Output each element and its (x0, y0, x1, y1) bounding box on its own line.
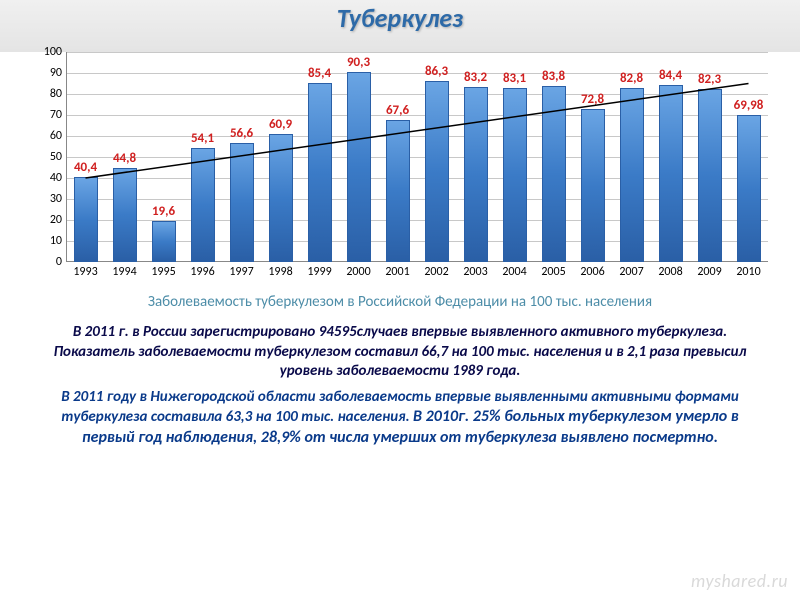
x-tick: 2000 (341, 265, 377, 279)
bar-col: 69,98 (737, 52, 761, 262)
bar (542, 86, 566, 262)
x-tick: 1997 (224, 265, 260, 279)
bars-layer: 40,444,819,654,156,660,985,490,367,686,3… (66, 52, 768, 262)
paragraph-2: В 2011 году в Нижегородской области забо… (34, 388, 766, 449)
chart-subtitle: Заболеваемость туберкулезом в Российской… (32, 293, 768, 311)
bar (113, 168, 137, 262)
y-tick: 60 (34, 129, 62, 143)
bar-value-label: 60,9 (257, 117, 305, 132)
bar-col: 83,1 (503, 52, 527, 262)
y-tick: 70 (34, 108, 62, 122)
bar (347, 72, 371, 262)
bar-col: 19,6 (152, 52, 176, 262)
bar-col: 83,2 (464, 52, 488, 262)
bar-col: 60,9 (269, 52, 293, 262)
x-tick: 2009 (692, 265, 728, 279)
x-tick: 1996 (185, 265, 221, 279)
x-tick: 2006 (575, 265, 611, 279)
bar (620, 88, 644, 262)
bar (581, 109, 605, 262)
y-tick: 90 (34, 66, 62, 80)
bar (503, 88, 527, 263)
bar (191, 148, 215, 262)
page-title: Туберкулез (337, 2, 464, 34)
x-tick: 1998 (263, 265, 299, 279)
x-tick: 1993 (68, 265, 104, 279)
bar-col: 82,8 (620, 52, 644, 262)
x-tick: 2003 (458, 265, 494, 279)
bar (386, 120, 410, 262)
watermark: myshared.ru (691, 570, 788, 592)
bar (152, 221, 176, 262)
bar-value-label: 72,8 (569, 92, 617, 107)
bar-col: 72,8 (581, 52, 605, 262)
bar-value-label: 19,6 (140, 204, 188, 219)
bar-value-label: 82,3 (686, 72, 734, 87)
x-tick: 2005 (536, 265, 572, 279)
bar (230, 143, 254, 262)
bar-value-label: 44,8 (101, 151, 149, 166)
y-tick: 80 (34, 87, 62, 101)
x-tick: 2007 (614, 265, 650, 279)
bar (269, 134, 293, 262)
tb-bar-chart: 40,444,819,654,156,660,985,490,367,686,3… (32, 52, 768, 287)
chart-container: 40,444,819,654,156,660,985,490,367,686,3… (0, 52, 800, 313)
bar-col: 83,8 (542, 52, 566, 262)
bar (308, 83, 332, 262)
x-tick: 1999 (302, 265, 338, 279)
y-tick: 40 (34, 171, 62, 185)
bar-col: 56,6 (230, 52, 254, 262)
y-tick: 100 (34, 45, 62, 59)
bar-value-label: 83,8 (530, 69, 578, 84)
y-tick: 0 (34, 255, 62, 269)
x-tick: 2008 (653, 265, 689, 279)
body-text: В 2011 г. в России зарегистрировано 9459… (0, 313, 800, 449)
bar (659, 85, 683, 262)
bar-col: 86,3 (425, 52, 449, 262)
bar-col: 54,1 (191, 52, 215, 262)
bar-col: 90,3 (347, 52, 371, 262)
x-tick: 2004 (497, 265, 533, 279)
x-tick: 2001 (380, 265, 416, 279)
paragraph-1: В 2011 г. в России зарегистрировано 9459… (34, 323, 766, 382)
bar-value-label: 67,6 (374, 103, 422, 118)
bar-col: 44,8 (113, 52, 137, 262)
bar (737, 115, 761, 262)
y-tick: 20 (34, 213, 62, 227)
bar-value-label: 69,98 (725, 98, 773, 113)
x-tick: 1995 (146, 265, 182, 279)
bar-col: 67,6 (386, 52, 410, 262)
x-tick: 2010 (731, 265, 767, 279)
bar (74, 177, 98, 262)
y-tick: 10 (34, 234, 62, 248)
bar (464, 87, 488, 262)
header-band: Туберкулез (0, 0, 800, 52)
x-tick: 1994 (107, 265, 143, 279)
bar-value-label: 90,3 (335, 55, 383, 70)
y-tick: 30 (34, 192, 62, 206)
bar-col: 85,4 (308, 52, 332, 262)
bar-col: 84,4 (659, 52, 683, 262)
x-tick: 2002 (419, 265, 455, 279)
bar (698, 89, 722, 262)
bar (425, 81, 449, 262)
bar-col: 40,4 (74, 52, 98, 262)
bar-col: 82,3 (698, 52, 722, 262)
y-tick: 50 (34, 150, 62, 164)
